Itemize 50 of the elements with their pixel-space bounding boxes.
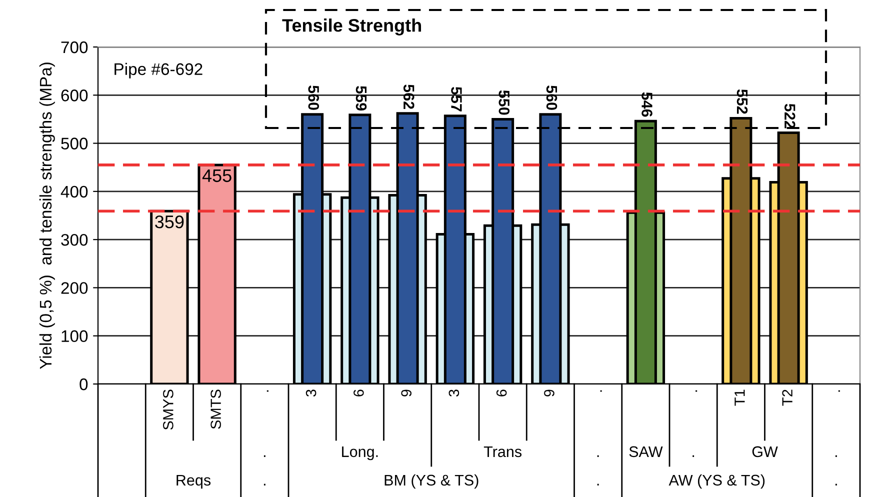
text: . — [597, 484, 599, 486]
text: Long. — [342, 446, 378, 460]
y-tick-label: 200 — [61, 282, 88, 294]
text: . — [835, 484, 837, 486]
text: Trans — [484, 446, 522, 458]
text: BM (YS & TS) — [384, 474, 478, 489]
data-label: 550 — [498, 90, 510, 115]
x-tick-label: 6 — [496, 390, 507, 396]
text: AW (YS & TS) — [668, 474, 765, 489]
data-label: 359 — [155, 215, 184, 228]
data-label: 562 — [403, 84, 414, 109]
x-tick-label: 3 — [306, 390, 316, 397]
y-tick-label: 300 — [61, 234, 88, 246]
y-tick-label: 400 — [60, 186, 88, 198]
y-tick-label: 500 — [61, 138, 88, 150]
text: . — [264, 455, 266, 457]
data-label: 560 — [308, 86, 320, 110]
text: Tensile Strength — [282, 18, 422, 36]
x-tick-label: 3 — [448, 390, 460, 397]
x-tick-label: . — [838, 390, 840, 392]
x-tick-label: . — [600, 390, 602, 392]
x-tick-label: T1 — [734, 390, 745, 406]
text: SAW — [629, 446, 663, 458]
y-axis-title: Yield (0,5 %) and tensile strengths (MPa) — [39, 62, 55, 370]
text: . — [692, 455, 694, 457]
data-label: 559 — [356, 86, 367, 110]
data-label: 557 — [451, 86, 462, 112]
x-tick-label: SMTS — [210, 390, 221, 429]
data-label: 552 — [736, 89, 748, 114]
data-label: 546 — [642, 92, 652, 117]
text: . — [835, 455, 837, 457]
y-tick-label: 100 — [62, 330, 88, 342]
data-label: 522 — [784, 104, 796, 128]
x-tick-label: SMYS — [163, 390, 174, 430]
text: GW — [752, 446, 778, 458]
data-label: 560 — [546, 86, 558, 110]
data-label: 455 — [202, 169, 232, 182]
x-tick-label: . — [266, 390, 268, 392]
y-tick-label: 0 — [80, 378, 88, 390]
x-tick-label: T2 — [782, 390, 792, 406]
y-tick-label: 600 — [61, 90, 88, 102]
text: . — [597, 455, 599, 457]
x-tick-label: 9 — [544, 390, 554, 396]
x-tick-label: 6 — [354, 390, 364, 396]
x-tick-label: . — [696, 390, 698, 392]
y-tick-label: 700 — [61, 41, 88, 54]
annotation: Pipe #6-692 — [114, 62, 202, 78]
x-tick-label: 9 — [401, 390, 412, 396]
text: Reqs — [176, 474, 211, 489]
text: . — [264, 484, 266, 486]
